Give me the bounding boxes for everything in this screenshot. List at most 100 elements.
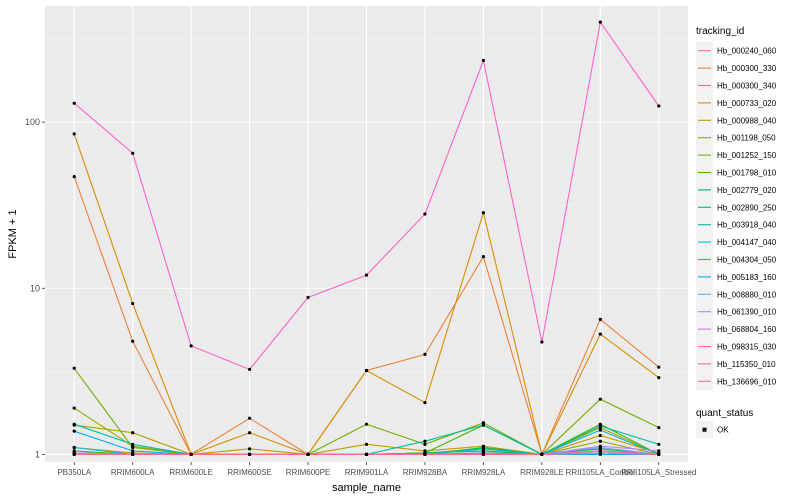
data-point (72, 429, 76, 433)
legend-label-Hb_004304_050: Hb_004304_050 (717, 256, 777, 265)
data-point (131, 151, 135, 155)
legend-label-Hb_068804_160: Hb_068804_160 (717, 325, 777, 334)
data-point (247, 452, 252, 456)
x-tick-label: RRIM928LE (520, 468, 564, 477)
data-point (540, 452, 544, 456)
data-point (423, 439, 427, 443)
data-point (364, 442, 369, 446)
data-point (72, 366, 76, 370)
legend-label-Hb_003918_040: Hb_003918_040 (717, 221, 777, 230)
legend-label-Hb_000733_020: Hb_000733_020 (717, 99, 777, 108)
legend-label-Hb_000300_330: Hb_000300_330 (717, 64, 777, 73)
legend-label-Hb_000240_060: Hb_000240_060 (717, 47, 777, 56)
data-point (131, 442, 135, 446)
data-point (481, 452, 486, 456)
legend-title: tracking_id (696, 26, 744, 37)
data-point (423, 442, 427, 446)
data-point (598, 332, 602, 336)
data-point (598, 428, 602, 432)
data-point (423, 401, 427, 405)
data-point (306, 295, 310, 300)
x-tick-label: RRIM600SE (227, 468, 271, 477)
x-tick-label: RRII105LA_Control (566, 468, 636, 477)
data-point (481, 423, 486, 427)
legend-label-Hb_004147_040: Hb_004147_040 (717, 238, 777, 247)
legend-label-Hb_002779_020: Hb_002779_020 (717, 186, 777, 195)
x-tick-label: RRIM600PE (286, 468, 330, 477)
data-point (481, 447, 486, 451)
data-point (481, 255, 486, 259)
data-point (247, 367, 252, 371)
data-point (598, 439, 602, 443)
legend-label-Hb_002890_250: Hb_002890_250 (717, 203, 777, 212)
data-point (364, 422, 369, 426)
y-tick-label: 1 (35, 449, 40, 459)
legend-label-Hb_000300_340: Hb_000300_340 (717, 82, 777, 91)
data-point (540, 340, 544, 344)
data-point (598, 451, 602, 455)
data-point (189, 344, 193, 348)
data-point (657, 425, 661, 430)
data-point (306, 452, 310, 456)
x-tick-label: RRIM901LA (345, 468, 389, 477)
data-point (598, 424, 602, 428)
legend-label-Hb_008880_010: Hb_008880_010 (717, 290, 777, 299)
data-point (598, 444, 602, 448)
x-axis-ticks: PB350LA RRIM600LA RRIM600LE RRIM600SE RRIM60… (57, 462, 696, 477)
legend-label-Hb_001798_010: Hb_001798_010 (717, 169, 777, 178)
y-axis-ticks: 1 10 100 (25, 117, 45, 459)
shape-legend-title: quant_status (696, 408, 753, 419)
x-tick-label: RRIM600LE (169, 468, 213, 477)
shape-legend-point-icon (702, 427, 707, 432)
data-point (131, 445, 135, 450)
data-point (131, 431, 135, 435)
data-point (247, 447, 252, 451)
data-point (598, 20, 602, 24)
shape-legend-label: OK (717, 426, 729, 435)
data-point (131, 339, 135, 343)
data-point (598, 433, 602, 438)
legend-label-Hb_001252_150: Hb_001252_150 (717, 151, 777, 160)
data-point (131, 452, 135, 456)
y-axis-title: FPKM + 1 (7, 209, 19, 258)
data-point (657, 104, 661, 108)
data-point (657, 449, 661, 453)
data-point (657, 442, 661, 446)
data-point (657, 365, 661, 369)
data-point (598, 317, 602, 321)
data-point (72, 445, 76, 450)
data-point (72, 132, 76, 136)
legend-label-Hb_000988_040: Hb_000988_040 (717, 116, 777, 125)
data-point (189, 452, 193, 456)
data-point (247, 431, 252, 435)
data-point (657, 452, 661, 456)
data-point (364, 273, 369, 277)
data-point (72, 101, 76, 105)
data-point (72, 175, 76, 179)
data-point (423, 452, 427, 456)
legend-label-Hb_061390_010: Hb_061390_010 (717, 308, 777, 317)
data-point (481, 421, 486, 425)
data-point (481, 211, 486, 215)
legend-label-Hb_001198_050: Hb_001198_050 (717, 134, 776, 143)
x-axis-title: sample_name (332, 482, 401, 494)
data-point (72, 422, 76, 426)
legend-label-Hb_136696_010: Hb_136696_010 (717, 377, 777, 386)
y-tick-label: 10 (30, 283, 40, 293)
legend-label-Hb_098315_030: Hb_098315_030 (717, 343, 777, 352)
y-tick-label: 100 (25, 117, 40, 127)
x-tick-label: PB350LA (57, 468, 91, 477)
legend-label-Hb_115350_010: Hb_115350_010 (717, 360, 776, 369)
grid-lines (45, 6, 688, 462)
x-tick-label: RRII105LA_Stressed (621, 468, 696, 477)
x-tick-label: RRIM928LA (462, 468, 506, 477)
data-point (423, 212, 427, 216)
x-tick-label: RRIM928BA (403, 468, 448, 477)
data-point (423, 352, 427, 356)
x-tick-label: RRIM600LA (111, 468, 155, 477)
shape-legend: quant_status OK (696, 408, 753, 439)
legend: tracking_id Hb_000240_060 Hb_000300_330 Hb… (696, 26, 777, 390)
data-point (131, 301, 135, 306)
data-points (72, 20, 661, 456)
